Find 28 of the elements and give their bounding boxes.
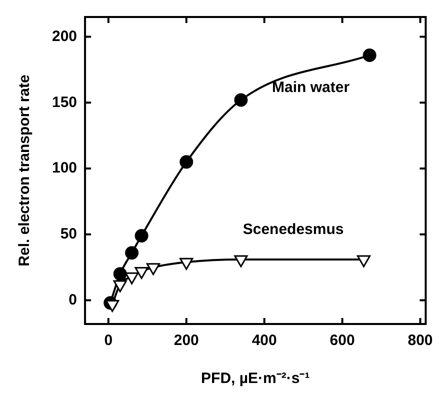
y-tick-label: 50 <box>60 226 78 243</box>
point <box>125 246 139 260</box>
y-tick-label: 0 <box>68 291 78 308</box>
point <box>180 258 194 270</box>
x-tick-label: 200 <box>174 332 199 350</box>
point <box>113 280 127 292</box>
x-axis-title: PFD, µE·m⁻²·s⁻¹ <box>201 370 310 388</box>
series-label: Main water <box>272 78 350 96</box>
y-tick-label: 100 <box>52 160 78 177</box>
point <box>234 255 248 268</box>
x-tick-label: 800 <box>408 332 433 350</box>
point <box>113 267 127 281</box>
point <box>180 155 194 169</box>
point <box>134 228 148 242</box>
x-tick-label: 400 <box>252 332 277 350</box>
y-axis-title: Rel. electron transport rate <box>16 74 34 266</box>
series-label: Scenedesmus <box>242 221 344 238</box>
point <box>362 48 376 62</box>
y-tick-label: 150 <box>52 94 78 111</box>
y-tick-label: 200 <box>52 28 78 45</box>
x-tick-label: 0 <box>104 332 113 350</box>
point <box>124 272 139 284</box>
point <box>134 267 148 280</box>
point <box>356 255 371 268</box>
point <box>106 300 120 312</box>
x-tick-label: 600 <box>330 332 355 350</box>
point <box>146 263 160 276</box>
point <box>234 93 248 107</box>
